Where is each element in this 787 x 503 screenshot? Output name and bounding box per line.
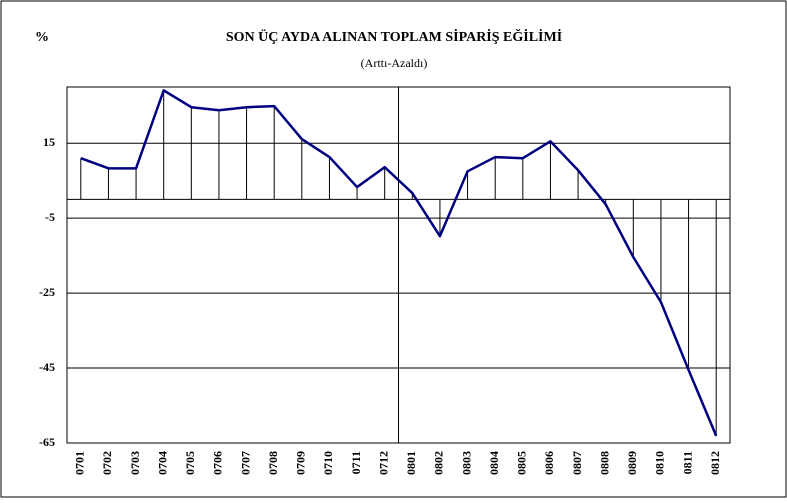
y-tick-label: -65 [39,435,55,449]
x-tick-label: 0801 [404,451,418,475]
x-tick-label: 0703 [128,451,142,475]
x-tick-label: 0702 [100,451,114,475]
x-tick-label: 0803 [459,451,473,475]
x-tick-label: 0810 [653,451,667,475]
x-tick-label: 0812 [708,451,722,475]
x-tick-label: 0712 [376,451,390,475]
x-tick-label: 0711 [349,451,363,474]
y-axis-label: % [35,30,49,45]
chart-title: SON ÜÇ AYDA ALINAN TOPLAM SİPARİŞ EĞİLİM… [226,28,562,45]
x-tick-label: 0710 [321,451,335,475]
x-tick-label: 0805 [515,451,529,475]
x-tick-label: 0807 [570,451,584,475]
x-tick-label: 0802 [432,451,446,475]
x-tick-label: 0708 [266,451,280,475]
series-line [80,89,718,437]
x-tick-label: 0701 [73,451,87,475]
x-tick-label: 0809 [625,451,639,475]
x-tick-label: 0806 [542,451,556,475]
chart-subtitle: (Arttı-Azaldı) [361,56,428,70]
x-tick-label: 0808 [597,451,611,475]
x-tick-label: 0709 [294,451,308,475]
x-tick-label: 0706 [211,451,225,475]
x-tick-label: 0704 [155,451,169,475]
x-tick-label: 0707 [238,451,252,475]
x-tick-label: 0811 [680,451,694,474]
y-tick-label: -45 [39,360,55,374]
y-tick-label: 15 [43,135,55,149]
x-tick-label: 0705 [183,451,197,475]
x-tick-label: 0804 [487,451,501,475]
y-tick-label: -25 [39,285,55,299]
y-tick-label: -5 [45,210,55,224]
